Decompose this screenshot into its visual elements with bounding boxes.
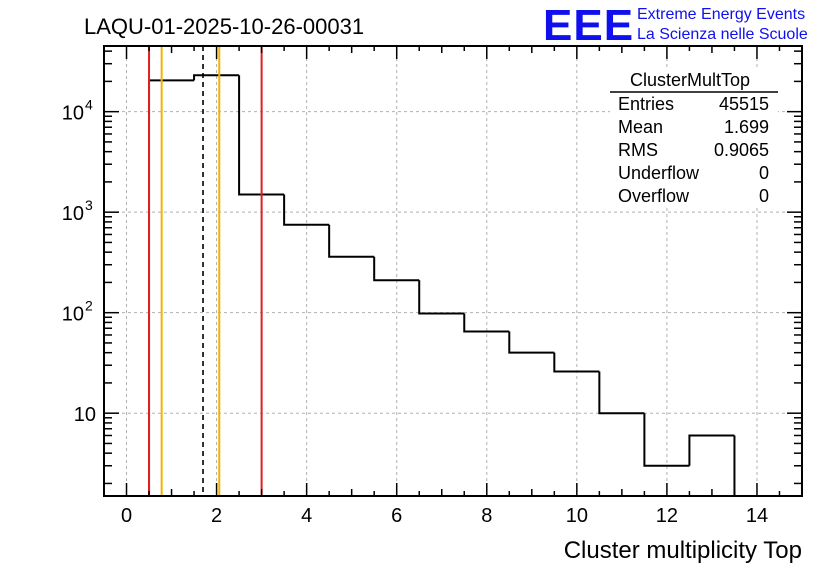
histogram-bin — [373, 256, 420, 282]
logo-line-2: La Scienza nelle Scuole — [637, 26, 808, 43]
stats-box: ClusterMultTop Entries 45515 Mean 1.699 … — [610, 68, 778, 208]
stats-row: Entries 45515 — [618, 94, 769, 114]
x-tick-label: 14 — [746, 505, 768, 527]
x-tick-label: 6 — [391, 505, 402, 527]
stats-value-mean: 1.699 — [724, 117, 769, 137]
x-tick-label: 8 — [481, 505, 492, 527]
eee-logo: EEE Extreme Energy Events La Scienza nel… — [543, 1, 808, 50]
y-tick-exponent: 3 — [85, 197, 93, 213]
stats-row: Underflow 0 — [618, 163, 769, 183]
grid — [104, 46, 802, 496]
x-tick-label: 2 — [211, 505, 222, 527]
x-tick-label: 4 — [301, 505, 312, 527]
y-tick-label: 10 — [62, 203, 84, 225]
stats-row: RMS 0.9065 — [618, 140, 769, 160]
histogram-bin — [418, 280, 465, 315]
stats-title: ClusterMultTop — [630, 70, 750, 90]
histogram-bin — [238, 75, 285, 196]
stats-row: Mean 1.699 — [618, 117, 769, 137]
histogram-bin — [643, 413, 690, 467]
logo-mark: EEE — [543, 1, 634, 50]
logo-line-1: Extreme Energy Events — [637, 6, 805, 23]
histogram-bin — [463, 313, 510, 333]
stats-label-underflow: Underflow — [618, 163, 700, 183]
histogram-bin — [193, 74, 240, 81]
y-tick-label: 10 — [74, 404, 96, 426]
histogram-bin — [553, 352, 600, 373]
stats-value-underflow: 0 — [759, 163, 769, 183]
histogram-bin — [328, 224, 375, 258]
histogram-bin — [283, 194, 330, 226]
x-tick-label: 10 — [566, 505, 588, 527]
histogram-bin — [508, 331, 555, 354]
stats-row: Overflow 0 — [618, 186, 769, 206]
marker-lines — [148, 46, 263, 496]
y-tick-exponent: 4 — [85, 97, 93, 113]
plot-frame — [103, 45, 803, 497]
stats-label-overflow: Overflow — [618, 186, 690, 206]
stats-label-mean: Mean — [618, 117, 663, 137]
stats-value-entries: 45515 — [719, 94, 769, 114]
stats-label-entries: Entries — [618, 94, 674, 114]
y-tick-label: 10 — [62, 103, 84, 125]
stats-value-rms: 0.9065 — [714, 140, 769, 160]
stats-label-rms: RMS — [618, 140, 658, 160]
histogram-bin — [148, 79, 195, 496]
stats-value-overflow: 0 — [759, 186, 769, 206]
x-axis: 0 2 4 6 8 10 12 14 — [121, 46, 803, 527]
y-tick-exponent: 2 — [85, 298, 93, 314]
x-tick-label: 12 — [656, 505, 678, 527]
histogram-bin — [688, 434, 735, 466]
y-tick-label: 10 — [62, 304, 84, 326]
x-axis-label: Cluster multiplicity Top — [564, 537, 802, 564]
run-title: LAQU-01-2025-10-26-00031 — [84, 14, 364, 39]
x-tick-label: 0 — [121, 505, 132, 527]
histogram-bin — [598, 371, 645, 415]
